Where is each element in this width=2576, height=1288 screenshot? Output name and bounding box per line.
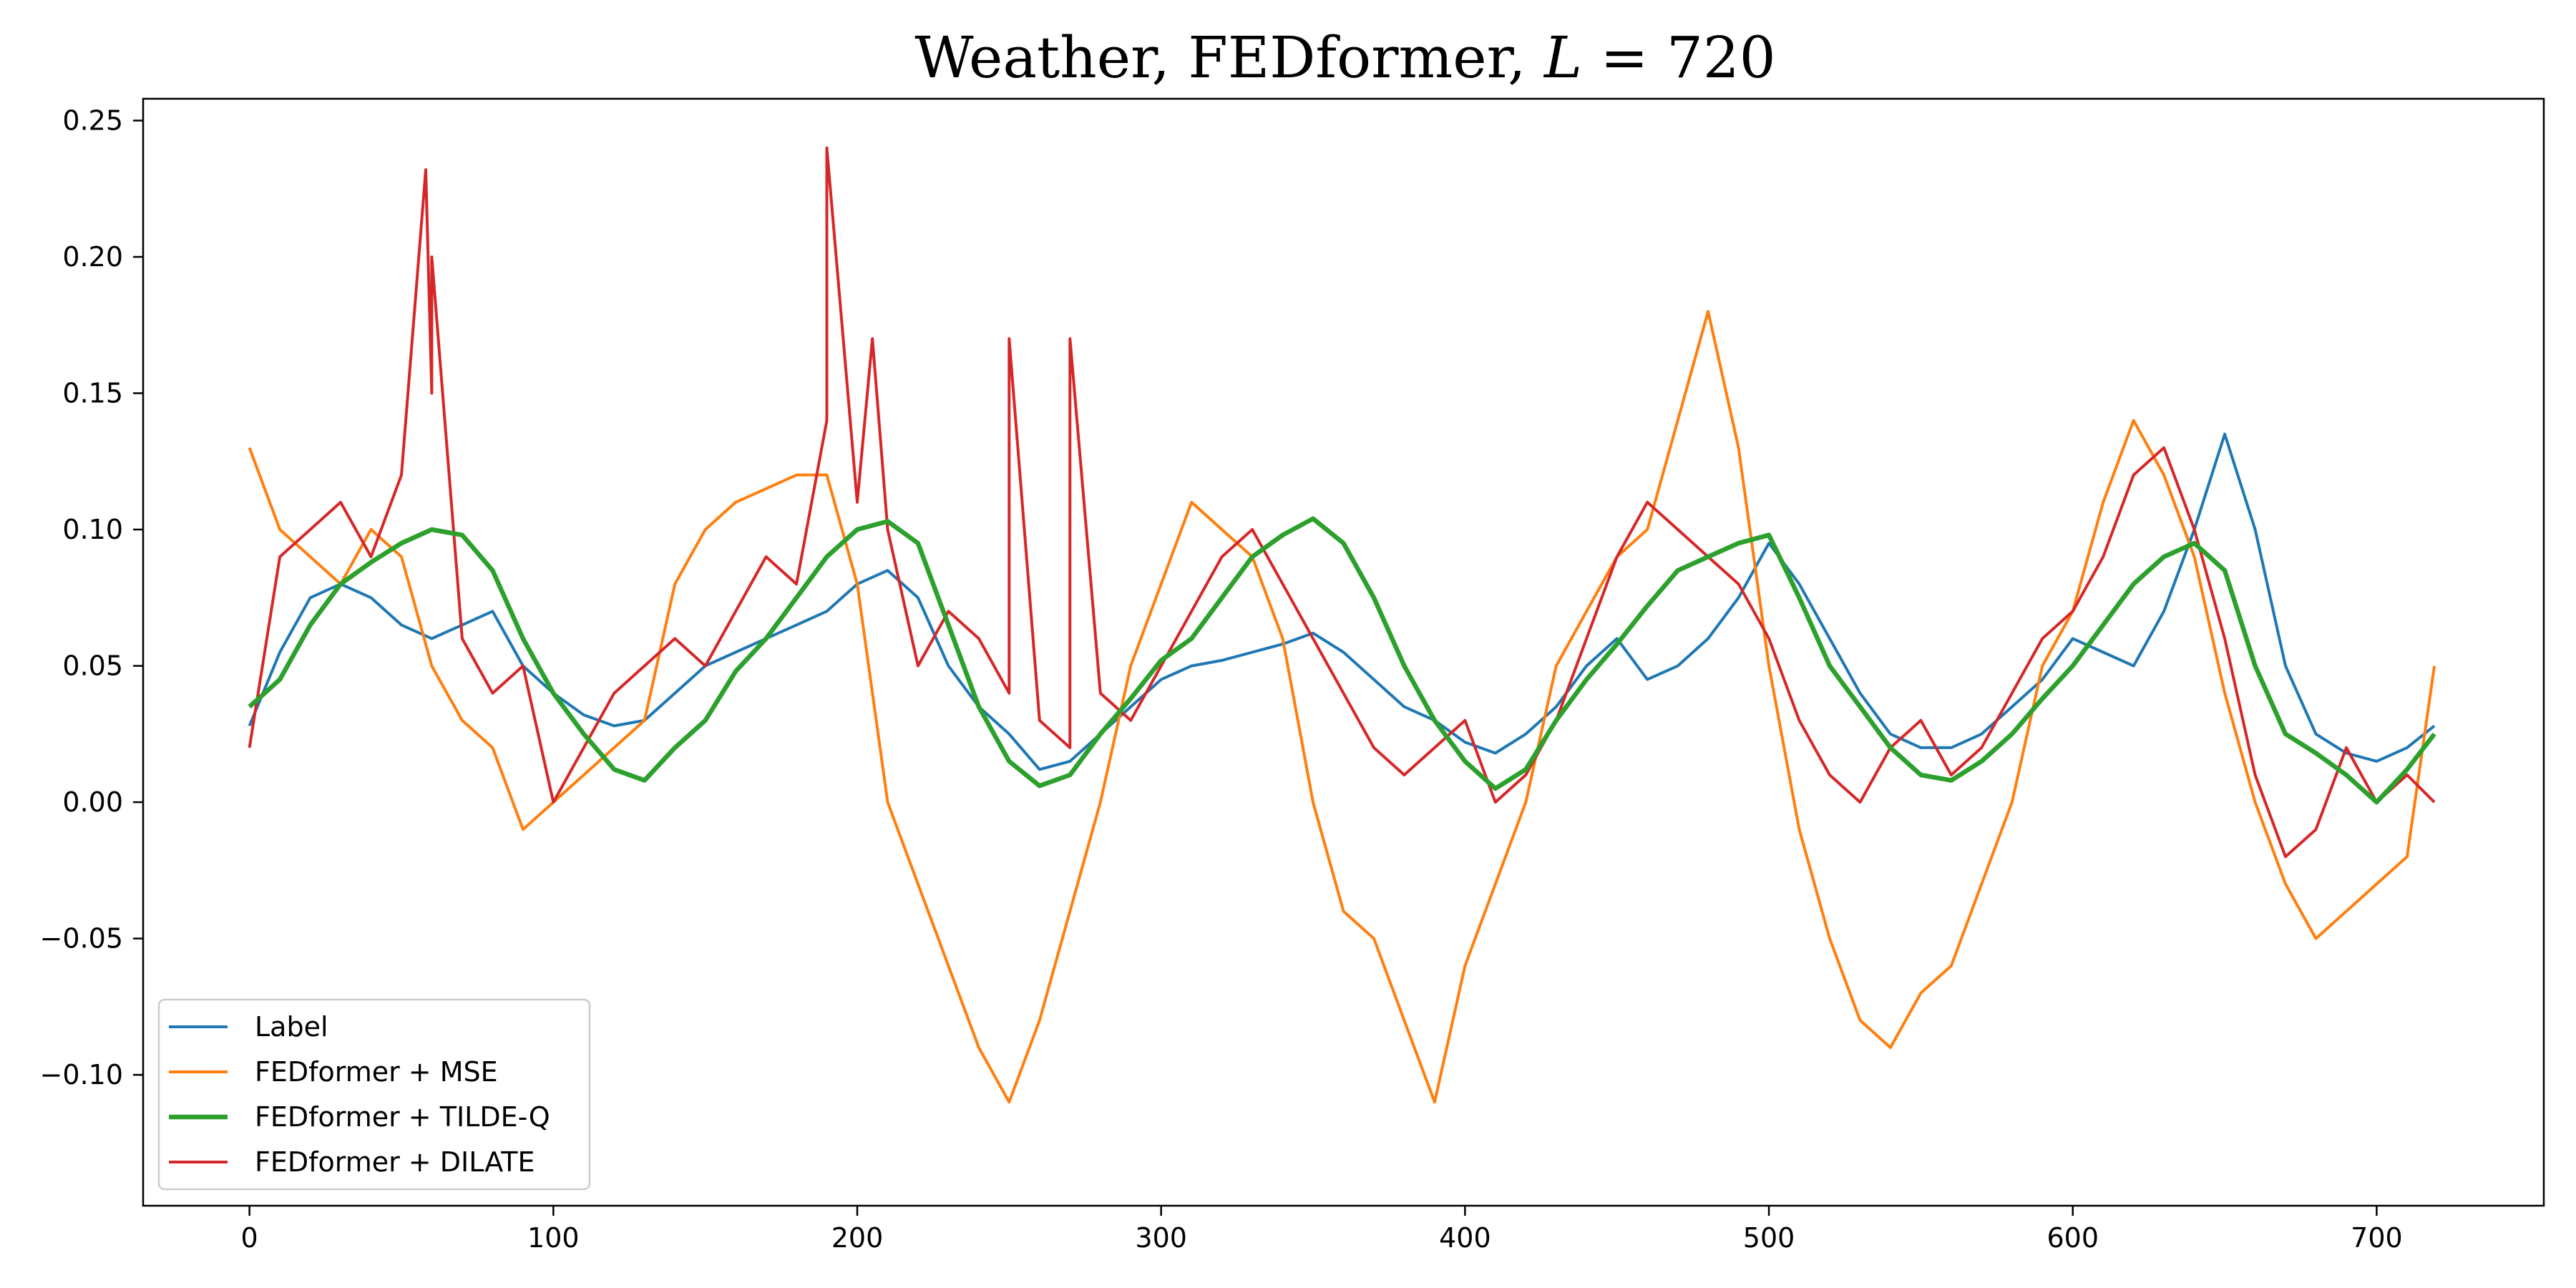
plot-frame	[142, 97, 2545, 1207]
y-tick-label: 0.00	[62, 786, 123, 818]
x-tick-label: 700	[2351, 1222, 2403, 1254]
legend-label-fedformer-mse: FEDformer + MSE	[255, 1056, 498, 1088]
x-tick-label: 600	[2046, 1222, 2099, 1254]
y-tick-label: −0.10	[40, 1059, 123, 1091]
y-tick-label: 0.25	[62, 104, 123, 136]
legend-label-fedformer-dilate: FEDformer + DILATE	[255, 1146, 535, 1178]
series-line-fedformer-dilate	[248, 146, 2436, 859]
x-tick-label: 200	[831, 1222, 884, 1254]
x-tick-label: 500	[1743, 1222, 1795, 1254]
x-tick-label: 100	[527, 1222, 580, 1254]
y-tick-label: 0.05	[62, 650, 123, 682]
legend-box	[157, 998, 591, 1191]
y-tick-label: 0.15	[62, 378, 123, 409]
legend-label-fedformer-tilde-q: FEDformer + TILDE-Q	[255, 1101, 550, 1133]
x-tick-label: 300	[1135, 1222, 1187, 1254]
legend-label-label: Label	[255, 1011, 328, 1043]
series-line-fedformer-tilde-q	[248, 516, 2436, 805]
y-tick-label: 0.20	[62, 241, 123, 273]
x-tick-label: 400	[1439, 1222, 1491, 1254]
series-line-label	[248, 432, 2436, 771]
y-tick-label: −0.05	[40, 923, 123, 955]
x-tick-label: 0	[241, 1222, 258, 1254]
chart-title: Weather, FEDformer, L = 720	[914, 24, 1775, 91]
y-tick-label: 0.10	[62, 514, 123, 545]
